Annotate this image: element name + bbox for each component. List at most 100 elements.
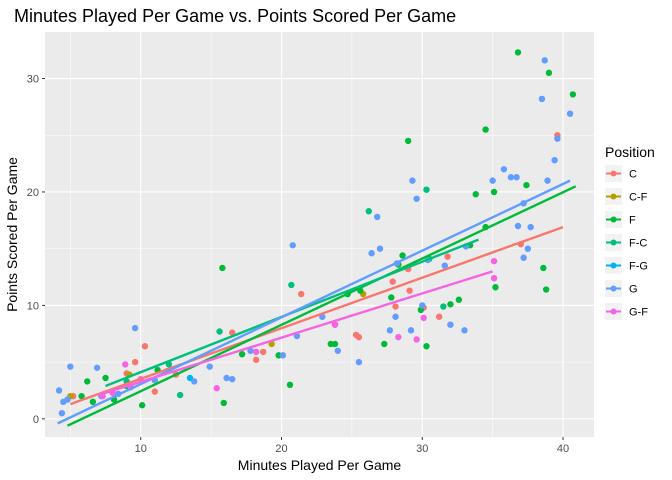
legend-item-f-g: F-G xyxy=(605,257,648,274)
point-f xyxy=(542,286,550,293)
legend-item-f-c: F-C xyxy=(605,234,647,251)
point-g xyxy=(413,195,420,202)
point-g xyxy=(489,177,496,184)
point-f xyxy=(492,284,499,291)
point-f xyxy=(102,374,109,382)
trend-line-c xyxy=(69,225,564,406)
point-f xyxy=(286,381,294,389)
point-f-c xyxy=(423,186,430,193)
point-f xyxy=(523,181,530,189)
point-g xyxy=(223,374,230,382)
point-g-f xyxy=(490,257,498,265)
point-g-f xyxy=(420,314,427,322)
point-g xyxy=(524,245,532,252)
x-axis: 10 20 30 40 xyxy=(135,437,569,455)
point-g xyxy=(538,95,546,103)
legend-item-f: F xyxy=(605,211,636,228)
x-tick-label: 10 xyxy=(135,443,147,455)
point-c xyxy=(389,278,396,285)
legend-key-point xyxy=(610,308,617,315)
grid-major xyxy=(45,32,594,437)
point-g xyxy=(500,166,508,173)
point-f xyxy=(331,340,339,348)
point-g-f xyxy=(395,333,402,341)
legend-label: F-G xyxy=(629,261,648,273)
legend-label: F xyxy=(629,215,636,227)
point-f xyxy=(89,398,97,406)
point-c xyxy=(298,290,305,298)
y-axis: 0 10 20 30 xyxy=(27,74,45,426)
point-f xyxy=(138,402,146,409)
legend-label: C xyxy=(629,169,637,181)
point-f xyxy=(404,137,412,145)
legend-key-point xyxy=(610,239,617,246)
point-g xyxy=(58,409,66,417)
point-f xyxy=(84,378,91,385)
point-g xyxy=(229,375,236,383)
point-f xyxy=(569,91,577,98)
point-g xyxy=(368,250,375,257)
chart-title: Minutes Played Per Game vs. Points Score… xyxy=(14,6,456,26)
point-f xyxy=(482,126,489,133)
point-g xyxy=(441,262,448,269)
point-f xyxy=(219,264,226,272)
point-g xyxy=(513,174,520,181)
point-g xyxy=(64,396,71,403)
point-g xyxy=(527,223,534,231)
point-f xyxy=(423,343,430,350)
point-f xyxy=(78,392,85,400)
legend-label: G xyxy=(629,284,638,296)
point-g xyxy=(191,378,198,385)
point-g xyxy=(374,213,381,221)
point-f xyxy=(540,264,547,272)
point-g xyxy=(541,57,548,64)
trend-line-g xyxy=(57,179,571,425)
point-f-c xyxy=(440,303,447,310)
y-tick-label: 30 xyxy=(27,74,39,86)
point-f xyxy=(514,49,522,56)
point-f xyxy=(447,301,454,308)
legend-item-c-f: C-F xyxy=(605,188,648,205)
point-c xyxy=(406,287,413,294)
legend-label: G-F xyxy=(629,307,648,319)
point-g xyxy=(409,177,416,184)
point-f xyxy=(472,191,479,198)
point-g-f xyxy=(490,274,498,282)
point-g xyxy=(67,363,74,370)
point-g xyxy=(514,222,522,230)
point-f xyxy=(545,69,553,77)
point-g xyxy=(355,358,363,366)
data-points xyxy=(55,49,577,417)
point-f xyxy=(238,350,246,358)
point-g xyxy=(279,352,287,359)
point-f xyxy=(455,296,463,303)
legend-items: C C-F F F-C F-G G G-F xyxy=(605,165,648,320)
point-g xyxy=(407,327,415,334)
point-g xyxy=(544,177,551,184)
point-c xyxy=(229,329,236,336)
y-tick-label: 10 xyxy=(27,300,39,312)
y-tick-label: 20 xyxy=(27,187,39,199)
point-f-c xyxy=(216,328,223,335)
point-g xyxy=(392,313,399,320)
point-f xyxy=(490,188,498,196)
trend-lines xyxy=(57,179,577,427)
point-g xyxy=(55,387,63,394)
legend-key-point xyxy=(610,262,617,269)
y-tick-label: 0 xyxy=(33,414,39,426)
point-f xyxy=(220,399,227,407)
point-c xyxy=(259,348,267,356)
y-axis-title: Points Scored Per Game xyxy=(4,157,20,312)
point-c xyxy=(392,303,399,310)
point-c xyxy=(151,388,158,395)
point-g xyxy=(376,245,384,252)
point-f-c xyxy=(288,281,295,289)
trend-line-g-f xyxy=(98,270,494,397)
point-g-f xyxy=(413,336,420,343)
point-g xyxy=(566,110,574,117)
point-g xyxy=(507,174,515,181)
point-f-c xyxy=(176,391,184,399)
point-g-f xyxy=(252,348,260,356)
point-c xyxy=(141,343,149,350)
